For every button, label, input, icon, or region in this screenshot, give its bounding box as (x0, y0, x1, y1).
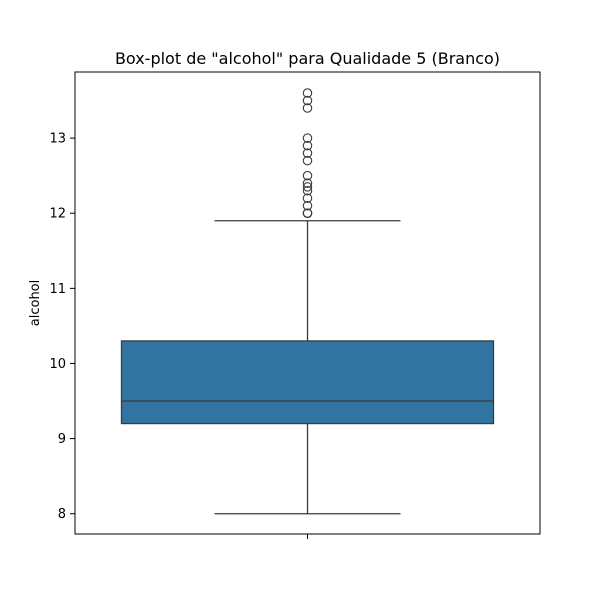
outlier-point (302, 95, 313, 106)
plot-area: 8 9 10 11 12 13 (49, 71, 541, 539)
iqr-box (120, 340, 495, 425)
outlier-point (302, 140, 313, 151)
outlier-point (302, 170, 313, 181)
chart-title: Box-plot de "alcohol" para Qualidade 5 (… (115, 49, 500, 68)
y-tick-label: 12 (49, 207, 66, 222)
y-tick-label: 11 (49, 282, 66, 297)
outlier-point (302, 155, 313, 166)
y-tick-label: 8 (58, 507, 66, 522)
outlier-point (302, 193, 313, 203)
outlier-point (302, 103, 313, 113)
y-axis-label: alcohol (28, 280, 43, 326)
y-tick-label: 9 (58, 432, 66, 447)
y-tick-label: 13 (49, 132, 66, 147)
outlier-point (302, 200, 313, 211)
outlier-point (302, 178, 313, 188)
outlier-point (302, 185, 313, 196)
y-tick-label: 10 (49, 357, 66, 372)
outlier-point (302, 88, 313, 98)
outlier-point (302, 182, 313, 192)
outlier-point (302, 133, 313, 143)
outlier-point (302, 148, 313, 158)
outlier-point (302, 208, 313, 218)
